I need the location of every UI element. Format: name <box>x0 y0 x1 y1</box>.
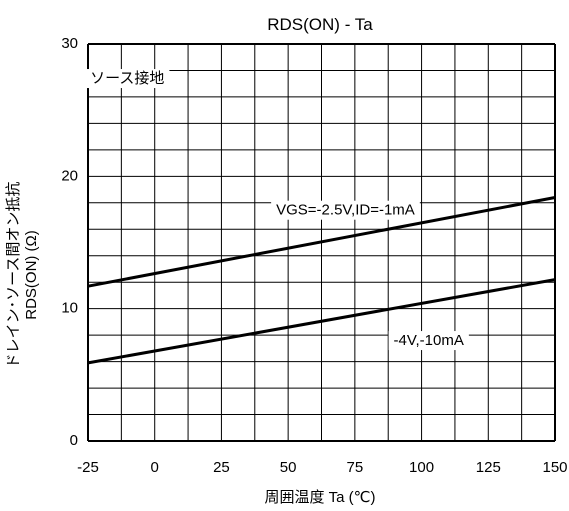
x-tick-label: 100 <box>409 459 434 476</box>
y-axis-label-line2: RDS(ON) (Ω) <box>23 230 40 320</box>
series-label-1: VGS=-2.5V,ID=-1mA <box>276 202 415 219</box>
y-tick-label: 10 <box>61 300 78 317</box>
annotation-layer: ソース接地 VGS=-2.5V,ID=-1mA -4V,-10mA <box>85 69 469 350</box>
chart-title: RDS(ON) - Ta <box>267 15 373 34</box>
x-tick-label: 25 <box>213 459 230 476</box>
y-axis-label-line1: ドレイン･ソース間オン抵抗 <box>5 182 22 369</box>
x-tick-label: 150 <box>542 459 567 476</box>
x-tick-label: 50 <box>280 459 297 476</box>
y-tick-label: 30 <box>61 35 78 52</box>
x-tick-label: 75 <box>347 459 364 476</box>
y-tick-label: 20 <box>61 167 78 184</box>
y-tick-label: 0 <box>70 432 78 449</box>
condition-label-group: ソース接地 <box>85 69 169 88</box>
y-axis-label-group: ドレイン･ソース間オン抵抗 RDS(ON) (Ω) <box>5 182 40 369</box>
x-tick-label: -25 <box>77 459 99 476</box>
series-label-2: -4V,-10mA <box>394 332 464 349</box>
series-label-2-group: -4V,-10mA <box>389 331 469 350</box>
x-tick-label: 0 <box>151 459 159 476</box>
series-label-1-group: VGS=-2.5V,ID=-1mA <box>271 201 420 220</box>
x-tick-label: 125 <box>476 459 501 476</box>
x-axis-label: 周囲温度 Ta (℃) <box>264 489 375 506</box>
condition-label: ソース接地 <box>90 70 164 87</box>
